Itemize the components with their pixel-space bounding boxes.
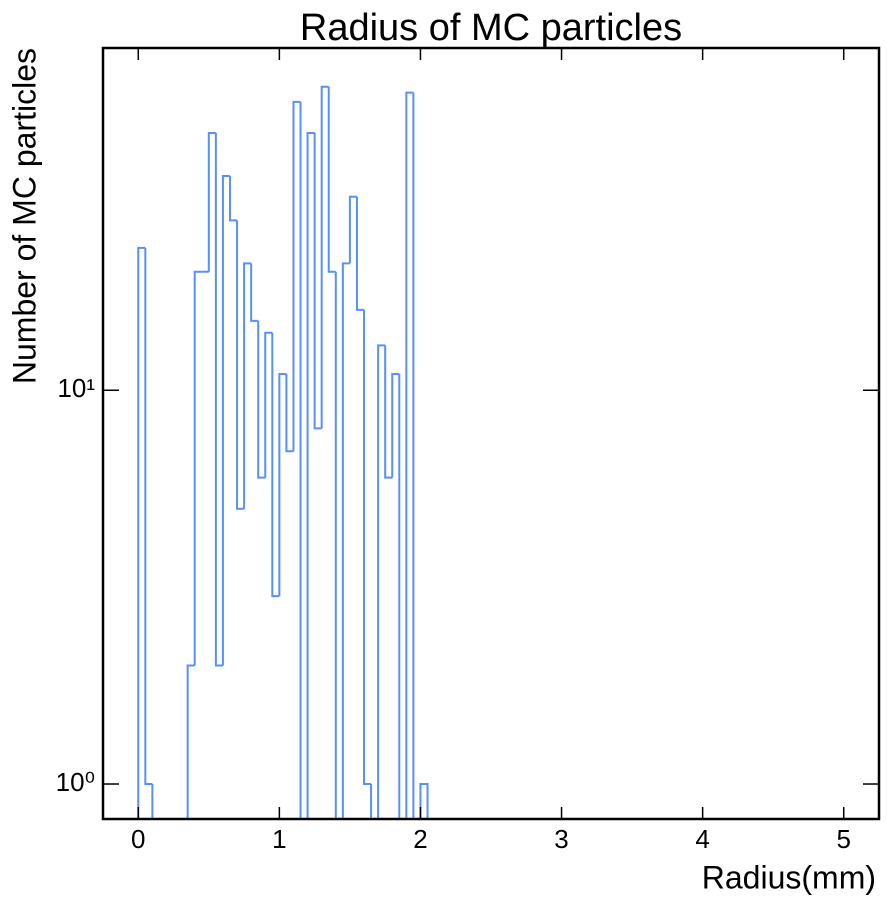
histogram-bin xyxy=(327,86,336,273)
histogram-bin xyxy=(186,664,195,819)
histogram-bin xyxy=(243,262,252,509)
x-axis-label: Radius(mm) xyxy=(702,859,876,895)
histogram-bin xyxy=(391,372,400,478)
histogram-bin xyxy=(250,263,259,322)
histogram-bin xyxy=(214,133,223,667)
x-tick-label: 0 xyxy=(131,824,145,854)
histogram-bin xyxy=(278,372,287,597)
histogram-bin xyxy=(412,92,421,820)
histogram-bin xyxy=(341,262,350,819)
histogram-bin xyxy=(334,271,343,820)
histogram-bin xyxy=(363,309,372,786)
y-axis-label: Number of MC particles xyxy=(6,48,42,384)
histogram-bin xyxy=(221,175,230,666)
y-tick-label: 10¹ xyxy=(57,373,95,403)
histogram-bin xyxy=(398,373,407,820)
histogram-bin xyxy=(144,247,153,786)
histogram-bin xyxy=(355,196,365,311)
chart-title: Radius of MC particles xyxy=(300,7,682,49)
histogram-bin xyxy=(257,320,266,479)
histogram-bin xyxy=(264,331,273,478)
histogram-bin xyxy=(370,784,379,820)
histogram-bin xyxy=(228,176,238,222)
histogram-bin xyxy=(306,132,315,819)
x-tick-label: 4 xyxy=(695,824,709,854)
histogram-bin xyxy=(271,332,280,598)
y-tick-label: 10⁰ xyxy=(56,767,95,797)
histogram-bin xyxy=(236,220,245,510)
histogram-bin xyxy=(320,85,329,429)
histogram-bin xyxy=(299,101,308,820)
histogram-bin xyxy=(384,345,393,479)
histogram-bin xyxy=(419,783,429,819)
histogram-bin xyxy=(405,91,414,819)
x-tick-label: 2 xyxy=(413,824,427,854)
histogram-bin xyxy=(151,784,160,820)
histogram-bin xyxy=(207,132,216,272)
x-tick-label: 5 xyxy=(836,824,850,854)
x-tick-label: 3 xyxy=(554,824,568,854)
histogram-bin xyxy=(313,133,322,430)
histogram-bin xyxy=(193,270,202,666)
histogram-bin xyxy=(348,195,357,264)
plot-frame xyxy=(101,46,881,821)
histogram-bin xyxy=(292,100,301,452)
histogram-bin xyxy=(137,246,146,819)
x-tick-label: 1 xyxy=(272,824,286,854)
histogram-bin xyxy=(377,344,386,819)
histogram-bin xyxy=(285,373,294,453)
